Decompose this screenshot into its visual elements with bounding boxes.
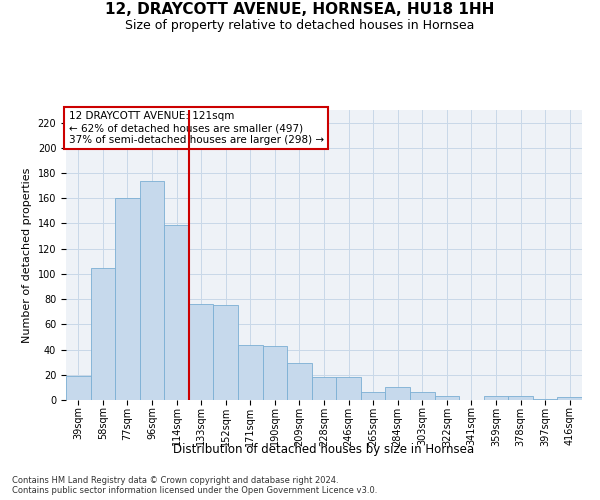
- Bar: [557, 398, 582, 400]
- Bar: [385, 388, 410, 400]
- Bar: [238, 344, 263, 400]
- Bar: [508, 396, 533, 400]
- Bar: [361, 392, 385, 400]
- Text: Contains HM Land Registry data © Crown copyright and database right 2024.
Contai: Contains HM Land Registry data © Crown c…: [12, 476, 377, 495]
- Bar: [287, 364, 312, 400]
- Text: 12 DRAYCOTT AVENUE: 121sqm
← 62% of detached houses are smaller (497)
37% of sem: 12 DRAYCOTT AVENUE: 121sqm ← 62% of deta…: [68, 112, 324, 144]
- Bar: [533, 398, 557, 400]
- Y-axis label: Number of detached properties: Number of detached properties: [22, 168, 32, 342]
- Text: 12, DRAYCOTT AVENUE, HORNSEA, HU18 1HH: 12, DRAYCOTT AVENUE, HORNSEA, HU18 1HH: [106, 2, 494, 18]
- Bar: [312, 378, 336, 400]
- Bar: [164, 224, 189, 400]
- Bar: [410, 392, 434, 400]
- Bar: [263, 346, 287, 400]
- Bar: [189, 304, 214, 400]
- Bar: [91, 268, 115, 400]
- Bar: [140, 180, 164, 400]
- Bar: [434, 396, 459, 400]
- Bar: [214, 306, 238, 400]
- Text: Size of property relative to detached houses in Hornsea: Size of property relative to detached ho…: [125, 18, 475, 32]
- Bar: [336, 378, 361, 400]
- Bar: [115, 198, 140, 400]
- Text: Distribution of detached houses by size in Hornsea: Distribution of detached houses by size …: [173, 442, 475, 456]
- Bar: [66, 376, 91, 400]
- Bar: [484, 396, 508, 400]
